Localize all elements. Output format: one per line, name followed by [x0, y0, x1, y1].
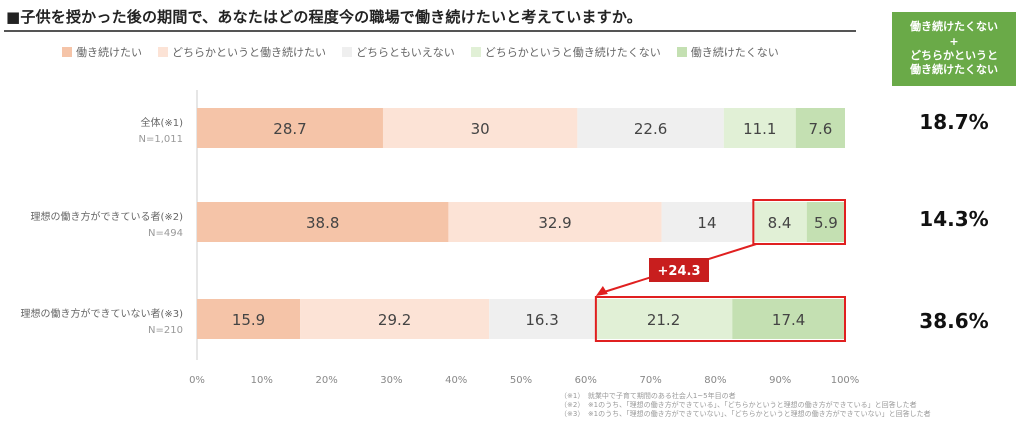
legend: 働き続けたい どちらかというと働き続けたい どちらともいえない どちらかというと…	[62, 44, 779, 60]
annotation-label: +24.3	[658, 264, 701, 279]
legend-item: どちらともいえない	[342, 44, 455, 60]
legend-swatch-2	[158, 47, 168, 57]
bar-segment	[577, 108, 724, 148]
legend-swatch-1	[62, 47, 72, 57]
footnote: （※3） ※1のうち、「理想の働き方ができていない」、「どちらかというと理想の働…	[560, 409, 931, 418]
footnote: （※1） 就業中で子育て期間のある社会人1~5年目の者	[560, 392, 736, 400]
legend-item: 働き続けたい	[62, 44, 142, 60]
highlight-box	[752, 199, 846, 245]
summary-header-line: 働き続けたくない	[910, 20, 998, 34]
bar-segment	[732, 299, 845, 339]
legend-swatch-4	[470, 47, 481, 57]
legend-label: 働き続けたくない	[690, 46, 779, 59]
bar-segment	[197, 202, 449, 242]
footnotes: （※1） 就業中で子育て期間のある社会人1~5年目の者 （※2） ※1のうち、「…	[560, 392, 931, 418]
x-tick-label: 30%	[380, 375, 402, 386]
bar-segment	[489, 299, 595, 339]
bar-value-label: 22.6	[634, 120, 667, 138]
x-tick-label: 10%	[251, 375, 273, 386]
bar-value-label: 8.4	[768, 214, 792, 232]
bar-value-label: 11.1	[743, 120, 776, 138]
legend-label: どちらともいえない	[356, 46, 455, 59]
sample-size-label: N=210	[148, 325, 183, 336]
bar-value-label: 15.9	[232, 311, 265, 329]
legend-label: どちらかというと働き続けたくない	[484, 46, 661, 59]
legend-label: どちらかというと働き続けたい	[172, 46, 326, 59]
x-tick-label: 60%	[575, 375, 597, 386]
legend-item: 働き続けたくない	[676, 44, 779, 60]
footnote: （※2） ※1のうち、「理想の働き方ができている」、「どちらかというと理想の働き…	[560, 400, 917, 409]
page-title: ■子供を授かった後の期間で、あなたはどの程度今の職場で働き続けたいと考えています…	[6, 8, 642, 26]
x-tick-label: 40%	[445, 375, 467, 386]
bar-value-label: 29.2	[378, 311, 411, 329]
sample-size-label: N=1,011	[139, 134, 184, 145]
summary-value-overall: 18.7%	[919, 110, 989, 134]
x-tick-label: 80%	[704, 375, 726, 386]
bar-value-label: 14	[697, 214, 716, 232]
summary-value-ideal: 14.3%	[919, 207, 989, 231]
category-label: 理想の働き方ができている者(※2)	[30, 210, 183, 223]
bar-segment	[723, 108, 796, 148]
summary-header-line: どちらかというと	[910, 49, 998, 62]
title-divider	[4, 30, 856, 32]
bar-value-label: 32.9	[538, 214, 571, 232]
legend-item: どちらかというと働き続けたくない	[470, 44, 661, 60]
legend-item: どちらかというと働き続けたい	[158, 44, 326, 60]
summary-header-line: 働き続けたくない	[910, 63, 998, 77]
x-tick-label: 50%	[510, 375, 532, 386]
bar-value-label: 38.8	[306, 214, 339, 232]
category-label: 全体(※1)	[140, 116, 183, 129]
bar-segment	[448, 202, 662, 242]
bar-segment	[806, 202, 845, 242]
category-label: 理想の働き方ができていない者(※3)	[20, 307, 183, 320]
x-tick-label: 0%	[189, 375, 205, 386]
annotation-badge	[649, 258, 709, 282]
legend-label: 働き続けたい	[76, 46, 142, 59]
summary-value-not-ideal: 38.6%	[919, 309, 989, 333]
bar-segment	[382, 108, 578, 148]
sample-size-label: N=494	[148, 228, 183, 239]
bar-segment	[795, 108, 845, 148]
bar-value-label: 30	[471, 120, 490, 138]
x-tick-label: 70%	[639, 375, 661, 386]
bar-segment	[661, 202, 753, 242]
bar-segment	[752, 202, 807, 242]
bar-value-label: 28.7	[273, 120, 306, 138]
bar-segment	[197, 299, 301, 339]
summary-header-line: +	[949, 34, 959, 48]
summary-header-box: 働き続けたくない + どちらかというと 働き続けたくない	[892, 12, 1016, 86]
x-tick-label: 90%	[769, 375, 791, 386]
bar-value-label: 7.6	[808, 120, 832, 138]
bar-value-label: 16.3	[525, 311, 558, 329]
annotation-arrowhead	[595, 286, 608, 296]
highlight-box	[594, 296, 847, 342]
bar-segment	[300, 299, 490, 339]
bar-segment	[594, 299, 733, 339]
bar-value-label: 17.4	[772, 311, 805, 329]
legend-swatch-3	[342, 47, 352, 57]
legend-swatch-5	[676, 47, 687, 57]
bar-value-label: 5.9	[814, 214, 838, 232]
x-tick-label: 100%	[831, 375, 860, 386]
bar-value-label: 21.2	[647, 311, 680, 329]
bar-segment	[197, 108, 383, 148]
x-tick-label: 20%	[315, 375, 337, 386]
